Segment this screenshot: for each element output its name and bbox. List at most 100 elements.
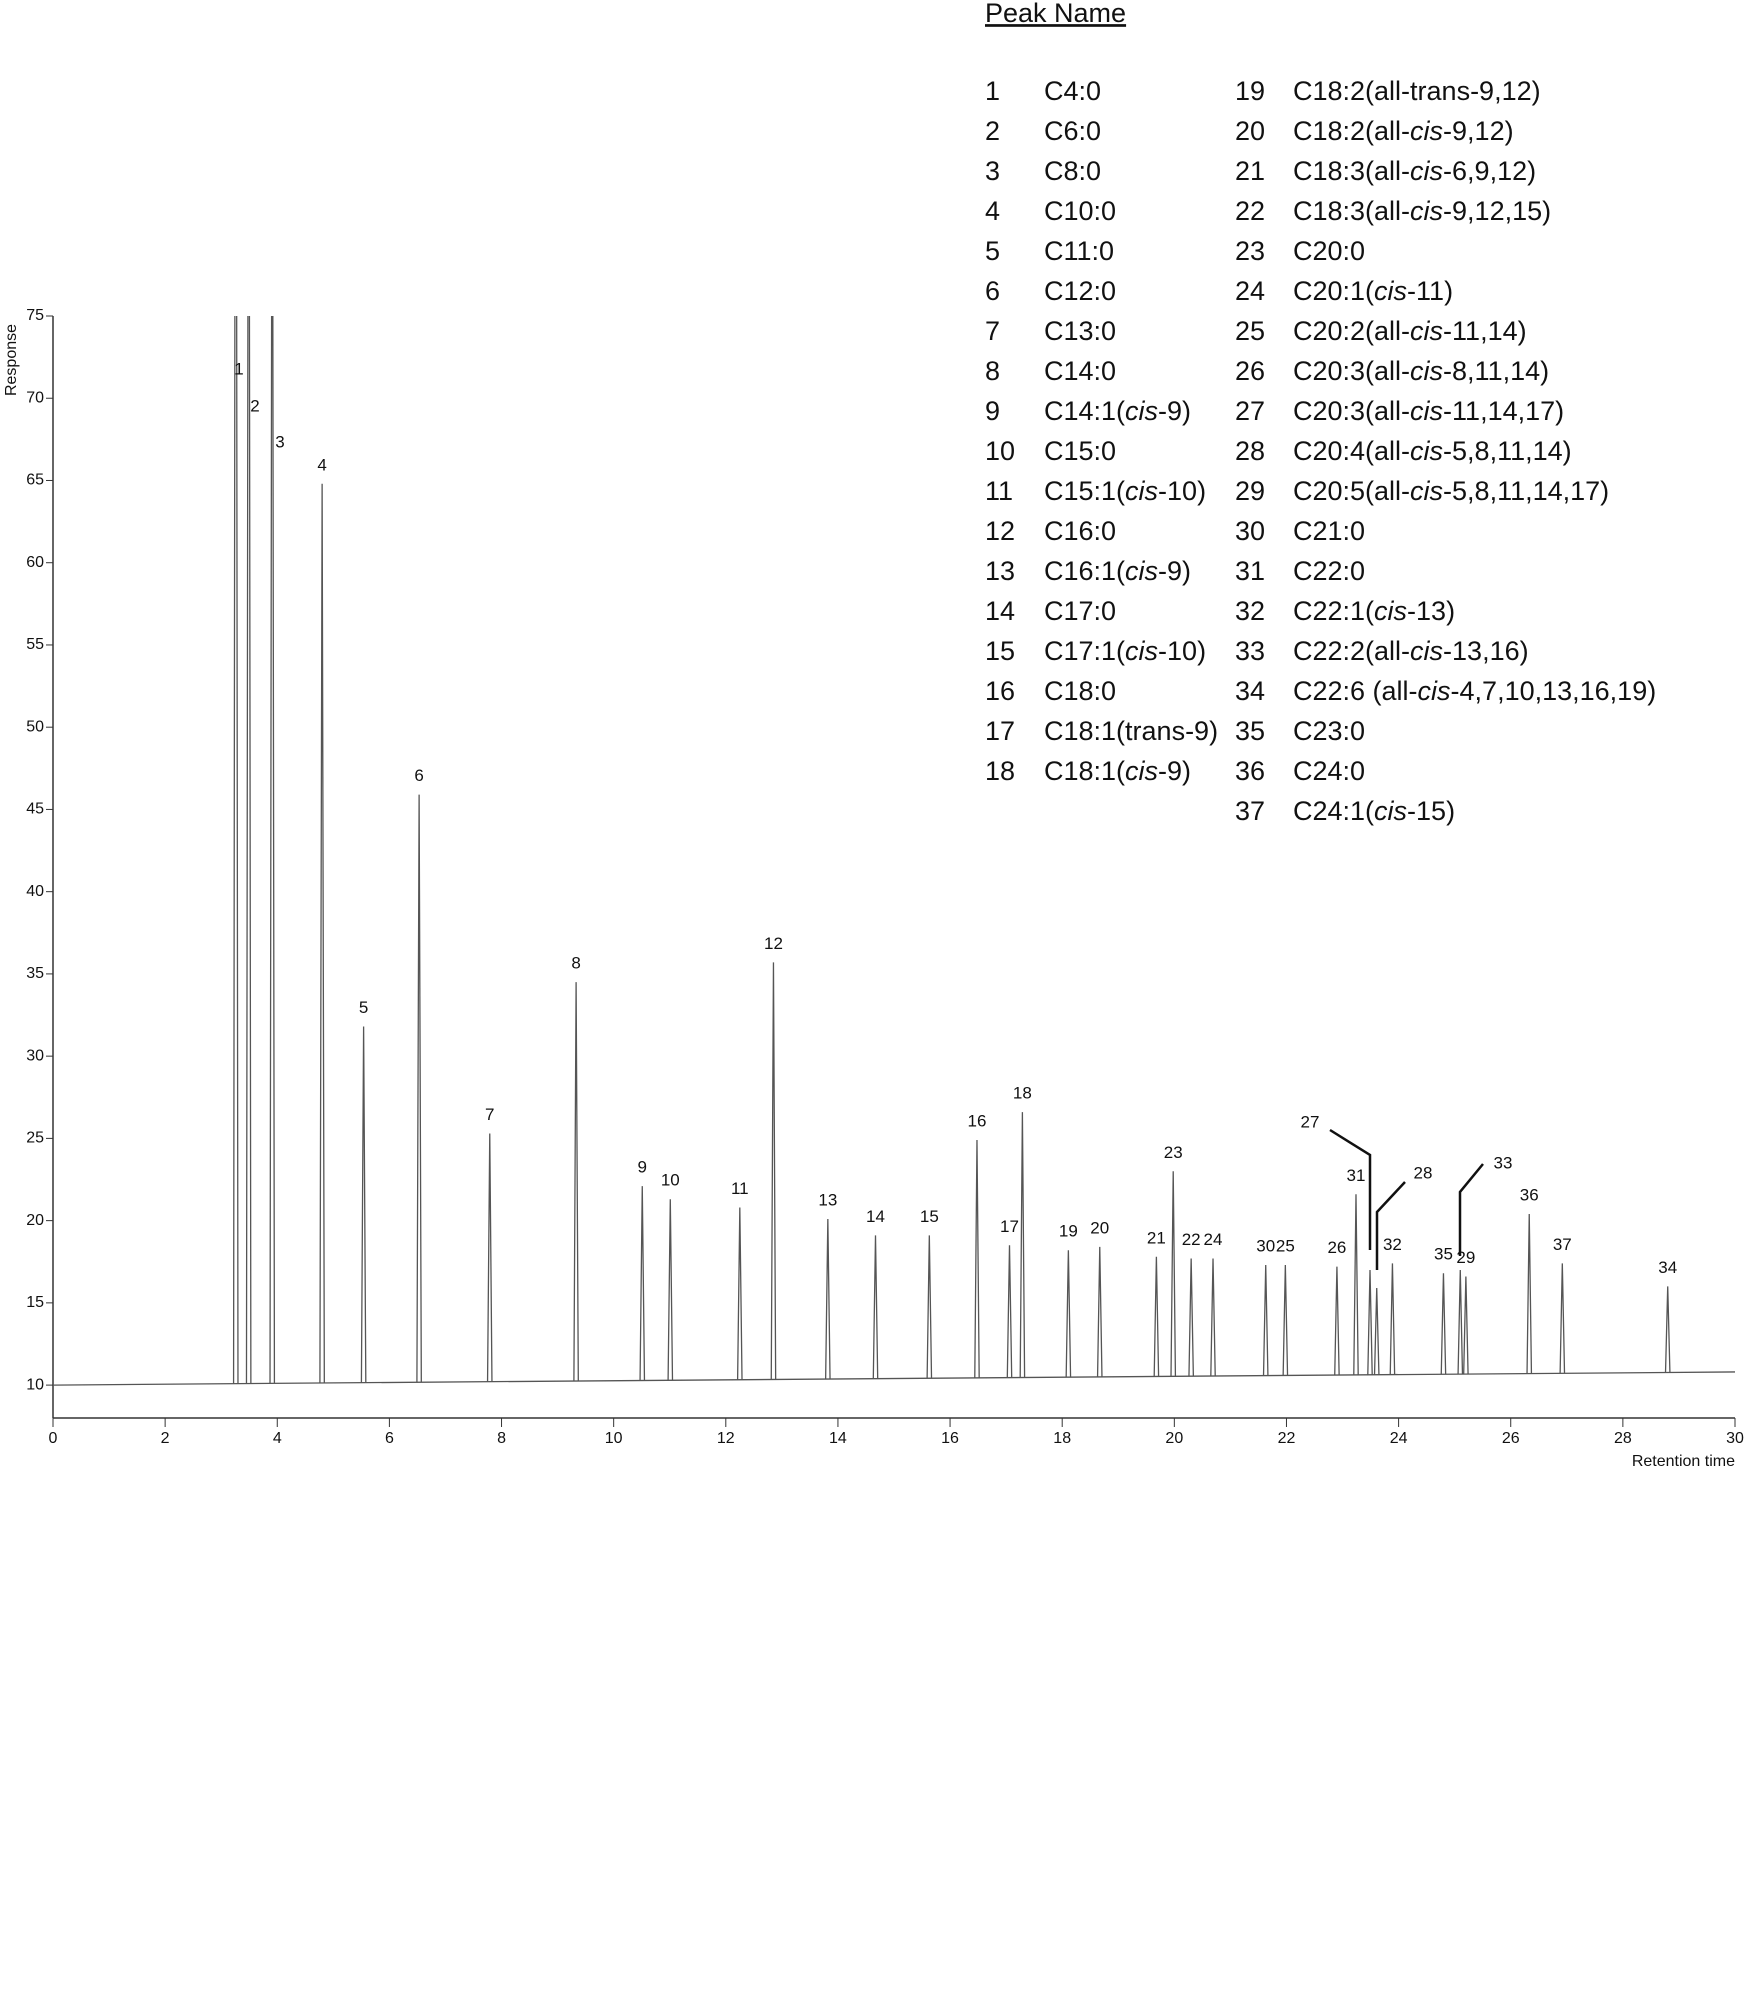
- x-tick-label: 8: [497, 1430, 506, 1447]
- x-tick-label: 28: [1614, 1430, 1632, 1447]
- y-tick-label: 10: [26, 1376, 44, 1393]
- peak-label: 3: [275, 432, 284, 451]
- y-tick-label: 35: [26, 965, 44, 982]
- baseline: [53, 1371, 1736, 1386]
- legend-name: C11:0: [1044, 236, 1114, 266]
- y-tick-label: 20: [26, 1212, 44, 1229]
- legend-title: Peak Name: [985, 0, 1126, 28]
- x-tick-label: 18: [1053, 1430, 1071, 1447]
- legend-number: 7: [985, 316, 1000, 346]
- peak-label: 9: [638, 1158, 647, 1177]
- legend-name: C23:0: [1293, 716, 1365, 746]
- peak: [1389, 1263, 1396, 1375]
- x-tick-label: 30: [1726, 1430, 1744, 1447]
- peak: [1282, 1265, 1289, 1376]
- peak-label: 34: [1658, 1258, 1677, 1277]
- peak-label: 36: [1520, 1186, 1539, 1205]
- legend-number: 15: [985, 636, 1015, 666]
- peak: [926, 1235, 933, 1379]
- legend-name: C13:0: [1044, 316, 1116, 346]
- peak-label: 2: [250, 396, 259, 415]
- legend-name: C20:2(all-cis-11,14): [1293, 316, 1527, 346]
- peak-label: 37: [1553, 1235, 1572, 1254]
- legend-number: 4: [985, 196, 1000, 226]
- legend-name: C20:5(all-cis-5,8,11,14,17): [1293, 476, 1609, 506]
- y-tick-label: 65: [26, 472, 44, 489]
- peak: [1188, 1258, 1194, 1377]
- peak-label: 12: [764, 934, 783, 953]
- legend-name: C24:1(cis-15): [1293, 796, 1455, 826]
- legend-number: 19: [1235, 76, 1265, 106]
- legend-number: 18: [985, 756, 1015, 786]
- peak: [1096, 1246, 1103, 1377]
- peak-label: 23: [1164, 1143, 1183, 1162]
- peak: [824, 1218, 831, 1380]
- legend-name: C4:0: [1044, 76, 1101, 106]
- y-tick-label: 45: [26, 801, 44, 818]
- legend-name: C18:1(cis-9): [1044, 756, 1191, 786]
- legend-name: C14:1(cis-9): [1044, 396, 1191, 426]
- peak-label: 8: [571, 954, 580, 973]
- legend-name: C18:3(all-cis-9,12,15): [1293, 196, 1551, 226]
- peak-label: 13: [818, 1190, 837, 1209]
- legend-number: 3: [985, 156, 1000, 186]
- peak-label: 24: [1204, 1230, 1223, 1249]
- y-tick-label: 25: [26, 1130, 44, 1147]
- legend-name: C18:3(all-cis-6,9,12): [1293, 156, 1536, 186]
- peak-legend: Peak Name 1 C4:0 2 C6:0 3 C8:0 4 C10:0 5 C11:0 6 C1…: [985, 0, 1656, 826]
- x-tick-label: 4: [273, 1430, 282, 1447]
- peak-label: 28: [1414, 1163, 1433, 1182]
- peak: [1334, 1266, 1340, 1376]
- y-tick-label: 30: [26, 1047, 44, 1064]
- peak: [736, 1207, 743, 1380]
- legend-number: 31: [1235, 556, 1265, 586]
- legend-name: C18:2(all-trans-9,12): [1293, 76, 1541, 106]
- leader-line: [1375, 1181, 1406, 1270]
- legend-name: C20:3(all-cis-8,11,14): [1293, 356, 1549, 386]
- legend-name: C18:1(trans-9): [1044, 716, 1218, 746]
- legend-number: 28: [1235, 436, 1265, 466]
- legend-number: 26: [1235, 356, 1265, 386]
- legend-number: 21: [1235, 156, 1265, 186]
- x-tick-label: 0: [49, 1430, 58, 1447]
- legend-number: 25: [1235, 316, 1265, 346]
- x-tick-label: 12: [717, 1430, 735, 1447]
- legend-number: 14: [985, 596, 1015, 626]
- legend-number: 17: [985, 716, 1015, 746]
- peak-label: 14: [866, 1207, 885, 1226]
- legend-name: C21:0: [1293, 516, 1365, 546]
- legend-number: 37: [1235, 796, 1265, 826]
- peak: [245, 316, 252, 1384]
- peak: [1262, 1265, 1269, 1376]
- legend-name: C16:1(cis-9): [1044, 556, 1191, 586]
- y-tick-label: 50: [26, 718, 44, 735]
- peak: [1065, 1250, 1072, 1378]
- peak: [269, 316, 276, 1384]
- legend-name: C20:1(cis-11): [1293, 276, 1453, 306]
- peak: [232, 316, 239, 1384]
- peak-label: 26: [1327, 1238, 1346, 1257]
- legend-name: C14:0: [1044, 356, 1116, 386]
- peak: [1526, 1214, 1533, 1374]
- peak: [1019, 1112, 1026, 1378]
- legend-name: C10:0: [1044, 196, 1116, 226]
- peak: [1440, 1273, 1447, 1375]
- legend-number: 10: [985, 436, 1015, 466]
- peak-label: 17: [1000, 1217, 1019, 1236]
- legend-name: C18:2(all-cis-9,12): [1293, 116, 1514, 146]
- peak: [360, 1026, 367, 1383]
- x-tick-label: 26: [1502, 1430, 1520, 1447]
- x-axis-label: Retention time: [1632, 1453, 1735, 1470]
- legend-name: C6:0: [1044, 116, 1101, 146]
- peak: [974, 1140, 980, 1378]
- y-tick-label: 15: [26, 1294, 44, 1311]
- legend-name: C17:0: [1044, 596, 1116, 626]
- peak-label: 6: [414, 766, 423, 785]
- peak-label: 21: [1147, 1228, 1166, 1247]
- x-tick-label: 24: [1390, 1430, 1408, 1447]
- peak-label: 22: [1182, 1230, 1201, 1249]
- y-tick-label: 75: [26, 307, 44, 324]
